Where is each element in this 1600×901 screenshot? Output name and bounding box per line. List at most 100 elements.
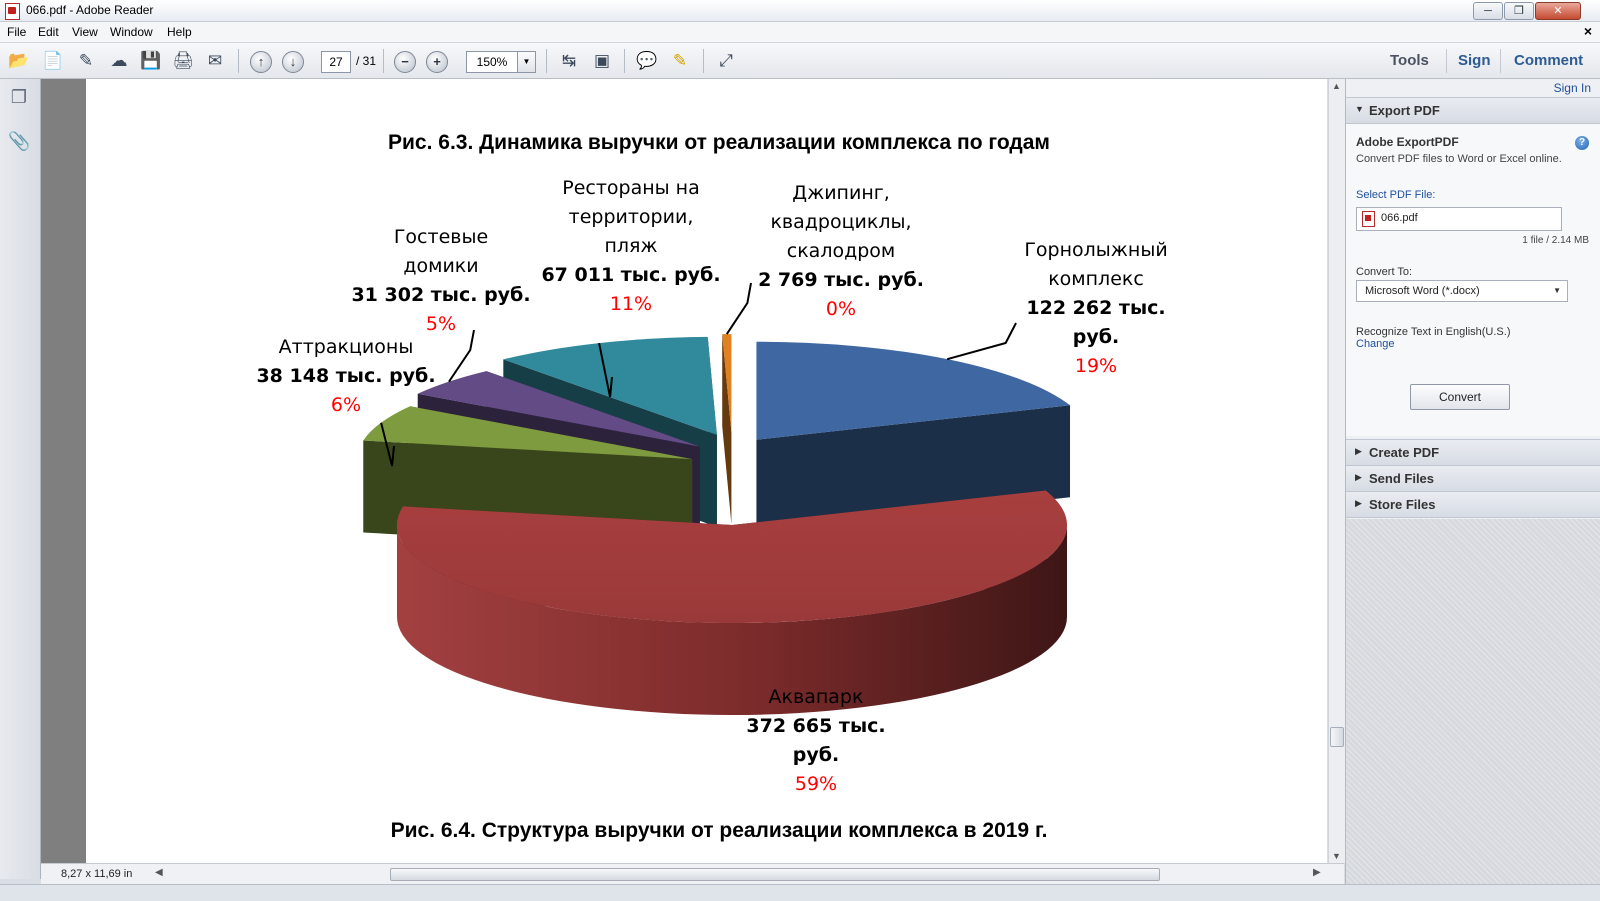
create-pdf-icon[interactable]: 📄 (42, 51, 64, 70)
fit-width-icon[interactable]: ↹ (561, 51, 577, 70)
minimize-icon: ─ (1484, 5, 1492, 17)
pdf-file-icon (1362, 211, 1375, 227)
menu-file[interactable]: File (7, 25, 27, 39)
previous-page-button[interactable]: ↑ (250, 51, 272, 73)
vertical-scroll-thumb[interactable] (1330, 727, 1344, 747)
menu-edit[interactable]: Edit (38, 25, 59, 39)
menu-view[interactable]: View (72, 25, 98, 39)
open-file-icon[interactable]: 📂 (8, 51, 30, 70)
upload-cloud-icon[interactable]: ☁ (110, 51, 128, 70)
store-files-header[interactable]: ▶ Store Files (1346, 491, 1600, 518)
scroll-down-arrow-icon[interactable]: ▼ (1332, 851, 1341, 861)
attachments-paperclip-icon[interactable]: 📎 (8, 131, 31, 151)
vertical-scrollbar[interactable]: ▲ ▼ (1328, 79, 1345, 863)
convert-button[interactable]: Convert (1410, 384, 1510, 410)
comment-note-icon[interactable]: 💬 (636, 51, 658, 70)
slice-label-aquapark: Аквапарк 372 665 тыс. руб. 59% (686, 683, 946, 799)
highlight-icon[interactable]: ✎ (672, 51, 688, 70)
slice-label-ski-complex: Горнолыжный комплекс 122 262 тыс. руб. 1… (966, 236, 1226, 381)
sign-button[interactable]: Sign (1458, 52, 1491, 69)
full-screen-icon[interactable]: ⤢ (719, 51, 733, 70)
restore-icon: ❐ (1514, 5, 1524, 17)
zoom-level-input[interactable]: 150% (466, 51, 518, 73)
figure-caption-bottom: Рис. 6.4. Структура выручки от реализаци… (390, 819, 1048, 842)
tools-button[interactable]: Tools (1390, 52, 1429, 69)
slice-value: 38 148 тыс. руб. (256, 365, 436, 387)
change-language-link[interactable]: Change (1356, 338, 1395, 350)
slice-value: 2 769 тыс. руб. (758, 269, 924, 291)
slice-name-line: Аквапарк (768, 686, 864, 708)
revenue-pie-chart (363, 282, 1071, 715)
pane-empty-area (1346, 519, 1600, 884)
slice-name-line: Аттракционы (278, 336, 414, 358)
slice-label-guest-houses: Гостевые домики 31 302 тыс. руб. 5% (326, 223, 556, 339)
page-thumbnails-icon[interactable]: ❐ (10, 87, 28, 107)
expand-triangle-icon: ▶ (1355, 446, 1362, 456)
slice-top-face (363, 406, 693, 460)
pie-slices-group (363, 334, 1071, 715)
convert-format-select[interactable]: Microsoft Word (*.docx) ▼ (1356, 280, 1568, 302)
slice-percent: 5% (425, 313, 457, 335)
tools-task-pane: Sign In ▼ Export PDF Adobe ExportPDF ? C… (1345, 79, 1600, 884)
toolbar-separator (1446, 49, 1447, 73)
menu-bar: File Edit View Window Help × (0, 22, 1600, 43)
convert-to-label: Convert To: (1356, 266, 1413, 278)
slice-name-line: Горнолыжный (1024, 239, 1168, 261)
slice-value: руб. (1072, 326, 1120, 348)
scroll-right-arrow-icon[interactable]: ▶ (1313, 867, 1321, 878)
slice-name-line: комплекс (1048, 268, 1144, 290)
slice-top-face (503, 336, 717, 435)
email-icon[interactable]: ✉ (207, 51, 223, 70)
zoom-out-button[interactable]: − (394, 51, 416, 73)
slice-name-line: Гостевые (393, 226, 489, 248)
slice-name-line: Джипинг, (792, 182, 890, 204)
service-title: Adobe ExportPDF (1356, 135, 1459, 149)
leader-line-restaurants (598, 342, 613, 398)
slice-name-line: пляж (604, 235, 658, 257)
slice-name-line: квадроциклы, (770, 211, 912, 233)
pie-slice-aquapark (396, 490, 1067, 715)
restore-button[interactable]: ❐ (1504, 2, 1534, 20)
slice-value: 31 302 тыс. руб. (351, 284, 531, 306)
fit-page-icon[interactable]: ▣ (593, 51, 611, 70)
leader-lines-group (380, 282, 1017, 467)
save-icon[interactable]: 💾 (140, 51, 162, 70)
bottom-edge-strip (0, 884, 1600, 901)
export-pdf-label: Export PDF (1369, 103, 1440, 118)
export-pdf-panel: Adobe ExportPDF ? Convert PDF files to W… (1346, 124, 1600, 436)
send-files-label: Send Files (1369, 471, 1435, 486)
horizontal-scroll-thumb[interactable] (390, 868, 1160, 881)
print-icon[interactable]: 🖨 (172, 51, 194, 70)
chevron-down-icon: ▼ (1553, 286, 1561, 295)
status-bar: 8,27 x 11,69 in ◀ ▶ (41, 863, 1344, 884)
menu-window[interactable]: Window (110, 25, 153, 39)
slice-wall (722, 334, 732, 525)
close-document-icon[interactable]: × (1583, 23, 1592, 39)
window-title-bar: 066.pdf - Adobe Reader ─ ❐ ✕ (0, 0, 1600, 22)
next-page-button[interactable]: ↓ (282, 51, 304, 73)
recognize-text-label: Recognize Text in English(U.S.) (1356, 326, 1511, 338)
zoom-in-button[interactable]: + (426, 51, 448, 73)
comment-button[interactable]: Comment (1514, 52, 1584, 69)
leader-line-guest-houses (448, 329, 475, 383)
slice-top-face (722, 334, 732, 433)
toolbar-separator (624, 49, 625, 73)
edit-pdf-icon[interactable]: ✎ (78, 51, 94, 70)
minimize-button[interactable]: ─ (1473, 2, 1503, 20)
slice-value: 122 262 тыс. (1026, 297, 1166, 319)
export-pdf-header[interactable]: ▼ Export PDF (1346, 97, 1600, 124)
slice-name-line: домики (403, 255, 479, 277)
scroll-left-arrow-icon[interactable]: ◀ (155, 867, 163, 878)
help-icon[interactable]: ? (1575, 136, 1589, 150)
document-view[interactable]: Рис. 6.3. Динамика выручки от реализации… (41, 79, 1327, 863)
zoom-dropdown-arrow[interactable]: ▼ (518, 51, 536, 73)
create-pdf-header[interactable]: ▶ Create PDF (1346, 439, 1600, 466)
page-number-input[interactable]: 27 (321, 51, 351, 73)
selected-file-field[interactable]: 066.pdf (1356, 207, 1562, 231)
scroll-up-arrow-icon[interactable]: ▲ (1332, 81, 1341, 91)
send-files-header[interactable]: ▶ Send Files (1346, 465, 1600, 492)
menu-help[interactable]: Help (167, 25, 192, 39)
close-window-button[interactable]: ✕ (1535, 2, 1581, 20)
sign-in-link[interactable]: Sign In (1553, 81, 1591, 95)
close-icon: ✕ (1553, 5, 1563, 17)
